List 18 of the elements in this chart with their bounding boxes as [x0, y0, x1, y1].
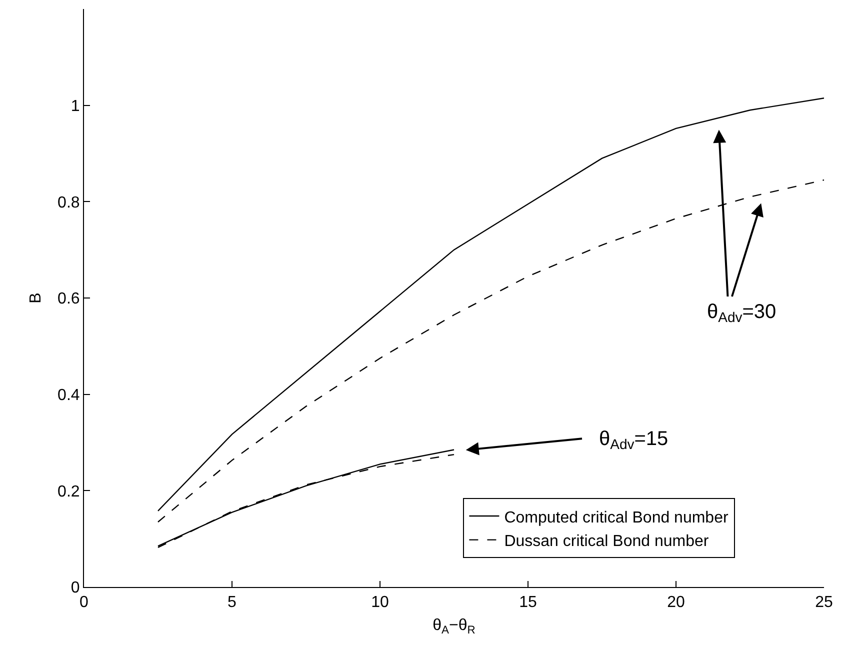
x-tick-label: 25: [815, 594, 833, 612]
legend-label: Dussan critical Bond number: [504, 533, 710, 550]
y-tick-label: 0: [70, 580, 80, 597]
x-axis-title: θ$_{A}$−θ$_{R}$: [432, 616, 476, 636]
y-axis-title: B: [27, 292, 44, 304]
y-tick-label: 1: [70, 98, 80, 115]
annotation: θ$_{Adv}$=15: [599, 428, 668, 452]
y-tick-label: 0.4: [58, 386, 80, 404]
x-tick-label: 20: [667, 594, 685, 612]
x-tick-label: 10: [371, 594, 389, 612]
y-tick-label: 0.6: [58, 290, 80, 308]
y-tick-label: 0.2: [58, 483, 80, 500]
line-series: [157, 98, 824, 512]
legend-label: Computed critical Bond number: [504, 509, 729, 526]
annotation: θ$_{Adv}$=30: [707, 301, 776, 326]
x-tick-label: 15: [519, 594, 537, 612]
y-tick-label: 0.8: [58, 194, 80, 212]
x-tick-label: 5: [228, 594, 237, 612]
